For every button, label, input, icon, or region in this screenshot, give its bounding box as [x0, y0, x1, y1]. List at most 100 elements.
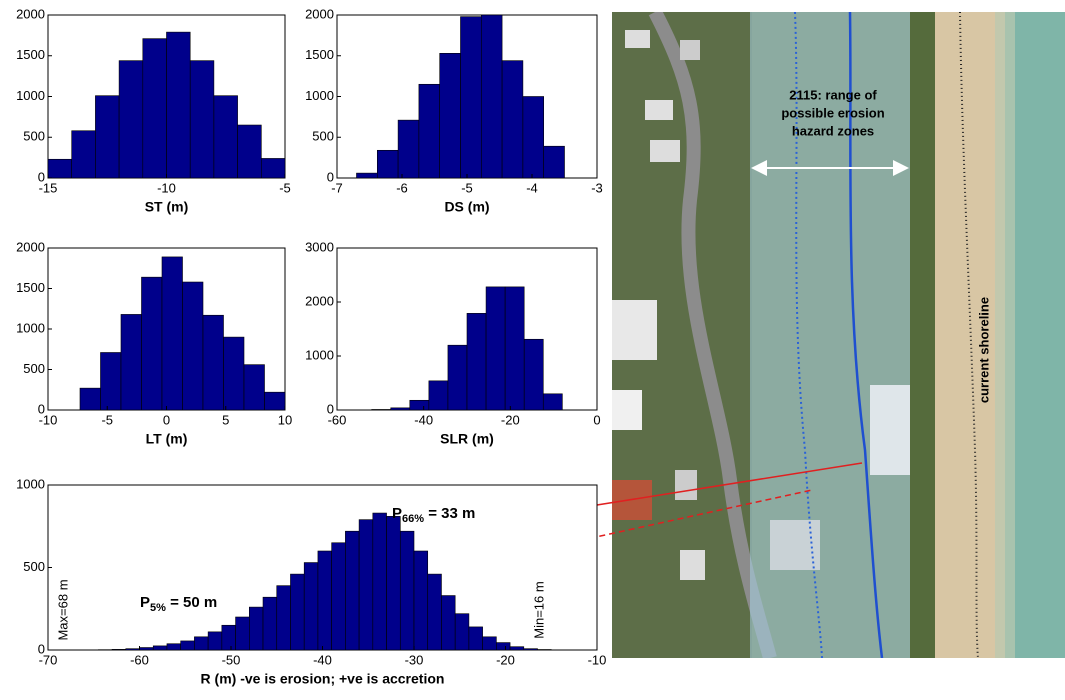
percentile-label: P5% = 50 m — [140, 594, 217, 614]
x-tick-label: -10 — [157, 180, 176, 195]
y-tick-label: 1000 — [16, 320, 45, 335]
y-tick-label: 1500 — [305, 47, 334, 62]
bar — [356, 172, 378, 179]
y-tick-label: 500 — [23, 129, 45, 144]
shoreline-label: current shoreline — [976, 297, 991, 403]
bar — [468, 626, 483, 651]
percentile-label: P66% = 33 m — [392, 505, 475, 525]
bar — [276, 585, 291, 651]
x-axis-label: ST (m) — [145, 199, 189, 215]
bar — [358, 519, 374, 651]
bar — [542, 393, 563, 411]
x-axis-label: R (m) -ve is erosion; +ve is accretion — [201, 671, 445, 687]
bar — [482, 636, 497, 651]
bar — [237, 124, 262, 179]
x-tick-label: -5 — [101, 412, 113, 427]
percentile-subscript: 5% — [150, 602, 166, 614]
bar — [523, 338, 544, 411]
percentile-value: = 50 m — [166, 594, 217, 611]
y-tick-label: 1000 — [16, 476, 45, 491]
x-tick-label: -20 — [501, 412, 520, 427]
hazard-label: hazard zones — [792, 123, 874, 138]
bar — [371, 409, 392, 411]
y-tick-label: 1000 — [305, 88, 334, 103]
y-tick-label: 2000 — [305, 293, 334, 308]
bar — [413, 550, 429, 651]
bar — [485, 286, 506, 411]
x-tick-label: -7 — [331, 180, 343, 195]
x-tick-label: -20 — [496, 652, 515, 667]
bar — [501, 60, 524, 179]
bar — [264, 391, 286, 411]
bar — [480, 14, 503, 179]
bar — [152, 645, 168, 651]
bar — [141, 276, 163, 411]
bar — [496, 642, 511, 651]
y-tick-label: 0 — [327, 401, 334, 416]
bar — [372, 512, 387, 651]
bar — [447, 344, 468, 411]
x-tick-label: -70 — [39, 652, 58, 667]
percentile-symbol: P — [392, 505, 402, 522]
bar — [79, 387, 101, 411]
y-tick-label: 3000 — [305, 239, 334, 254]
y-tick-label: 500 — [312, 129, 334, 144]
bar — [390, 407, 411, 411]
x-tick-label: -5 — [461, 180, 473, 195]
bar — [523, 648, 538, 651]
bar — [243, 364, 265, 411]
percentile-symbol: P — [140, 594, 150, 611]
x-tick-label: -4 — [526, 180, 538, 195]
hazard-label: possible erosion — [781, 105, 884, 120]
bar — [441, 595, 456, 651]
bar — [386, 516, 401, 651]
y-tick-label: 1000 — [305, 347, 334, 362]
x-tick-label: -60 — [130, 652, 149, 667]
aerial-photo — [612, 12, 1065, 658]
bar — [207, 631, 223, 651]
bar — [303, 562, 319, 651]
y-tick-label: 0 — [327, 169, 334, 184]
y-tick-label: 500 — [23, 361, 45, 376]
bar — [202, 314, 224, 411]
bar — [427, 573, 442, 651]
bar — [166, 31, 191, 179]
x-axis-label: SLR (m) — [440, 431, 494, 447]
bar — [249, 606, 264, 651]
bar — [454, 613, 470, 651]
y-tick-label: 1500 — [16, 280, 45, 295]
y-tick-label: 2000 — [305, 6, 334, 21]
bar — [460, 16, 482, 179]
bar — [221, 624, 236, 651]
x-tick-label: 0 — [163, 412, 170, 427]
y-tick-label: 0 — [38, 169, 45, 184]
x-tick-label: -50 — [222, 652, 241, 667]
bar — [120, 314, 142, 411]
x-tick-label: 10 — [278, 412, 292, 427]
extreme-label: Min=16 m — [531, 581, 546, 638]
bar — [466, 313, 487, 411]
percentile-value: = 33 m — [424, 505, 475, 522]
x-tick-label: -10 — [39, 412, 58, 427]
bar — [118, 60, 144, 179]
x-tick-label: -6 — [396, 180, 408, 195]
bar — [331, 542, 346, 651]
y-tick-label: 1500 — [16, 47, 45, 62]
bar — [142, 38, 167, 179]
bar — [223, 336, 245, 411]
y-tick-label: 500 — [23, 559, 45, 574]
bar — [260, 158, 286, 179]
bar — [399, 530, 415, 651]
x-tick-label: -15 — [39, 180, 58, 195]
bar — [189, 60, 215, 179]
bar — [213, 95, 238, 179]
bar — [504, 286, 525, 411]
bar — [409, 399, 430, 411]
bar — [509, 646, 525, 651]
x-tick-label: 5 — [222, 412, 229, 427]
x-axis-label: DS (m) — [444, 199, 489, 215]
bar — [376, 149, 399, 179]
bar — [345, 530, 360, 651]
bar — [290, 573, 305, 651]
